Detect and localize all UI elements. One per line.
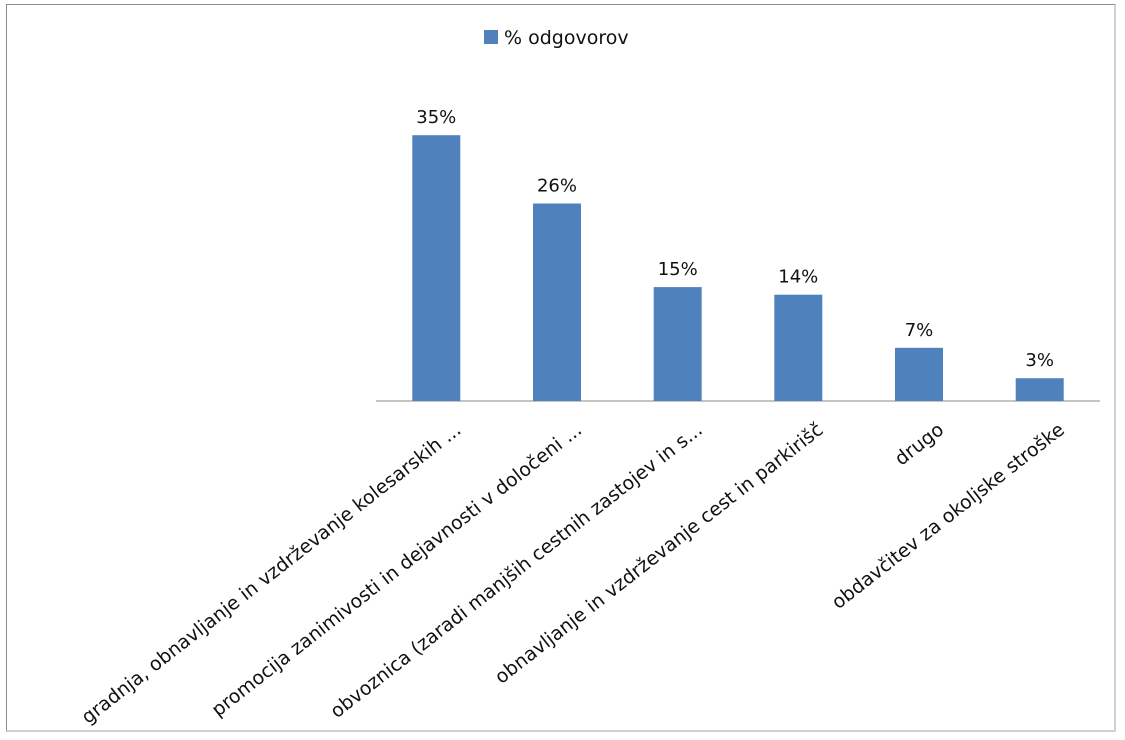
bar-3 bbox=[653, 287, 702, 401]
legend-swatch bbox=[484, 30, 498, 44]
data-label-5: 7% bbox=[905, 320, 934, 341]
data-label-3: 15% bbox=[658, 259, 698, 280]
bar-4 bbox=[774, 294, 823, 401]
category-labels: gradnja, obnavljanje in vzdrževanje kole… bbox=[77, 419, 1068, 729]
legend-label: % odgovorov bbox=[504, 27, 629, 49]
data-labels: 35% 26% 15% 14% 7% 3% bbox=[416, 107, 1054, 371]
data-label-2: 26% bbox=[537, 176, 577, 197]
data-label-1: 35% bbox=[416, 107, 456, 128]
category-label-5: drugo bbox=[891, 419, 948, 471]
category-label-6: obdavčitev za okoljske stroške bbox=[828, 419, 1069, 614]
bar-1 bbox=[412, 135, 461, 401]
bars bbox=[412, 135, 1064, 401]
legend: % odgovorov bbox=[484, 27, 629, 49]
bar-2 bbox=[533, 203, 581, 401]
data-label-6: 3% bbox=[1025, 350, 1054, 371]
bar-6 bbox=[1015, 378, 1064, 401]
data-label-4: 14% bbox=[778, 267, 818, 288]
bar-5 bbox=[895, 347, 943, 401]
